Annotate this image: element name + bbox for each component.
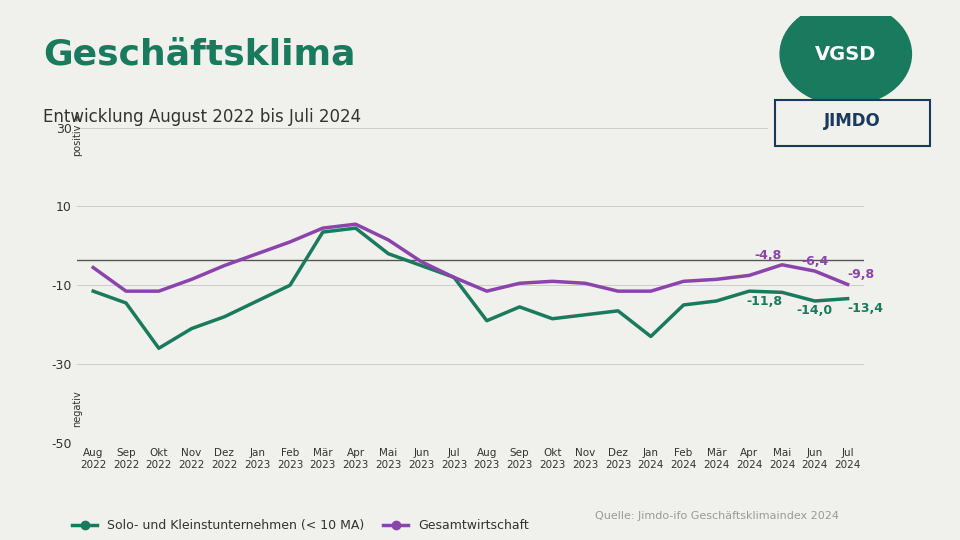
Text: JIMDO: JIMDO <box>825 112 881 131</box>
Circle shape <box>780 3 911 105</box>
Text: -6,4: -6,4 <box>802 255 828 268</box>
Text: VGSD: VGSD <box>815 44 876 64</box>
Text: Geschäftsklima: Geschäftsklima <box>43 38 356 72</box>
Text: Quelle: Jimdo-ifo Geschäftsklimaindex 2024: Quelle: Jimdo-ifo Geschäftsklimaindex 20… <box>595 511 839 521</box>
Legend: Solo- und Kleinstunternehmen (< 10 MA), Gesamtwirtschaft: Solo- und Kleinstunternehmen (< 10 MA), … <box>67 514 534 537</box>
Text: -9,8: -9,8 <box>848 268 875 281</box>
Text: -4,8: -4,8 <box>755 248 782 261</box>
FancyBboxPatch shape <box>775 100 930 146</box>
Text: negativ: negativ <box>72 390 82 427</box>
Text: -14,0: -14,0 <box>797 304 833 317</box>
Text: -11,8: -11,8 <box>746 295 782 308</box>
Text: Entwicklung August 2022 bis Juli 2024: Entwicklung August 2022 bis Juli 2024 <box>43 108 361 126</box>
Text: -13,4: -13,4 <box>848 302 883 315</box>
Text: positiv: positiv <box>72 124 82 156</box>
